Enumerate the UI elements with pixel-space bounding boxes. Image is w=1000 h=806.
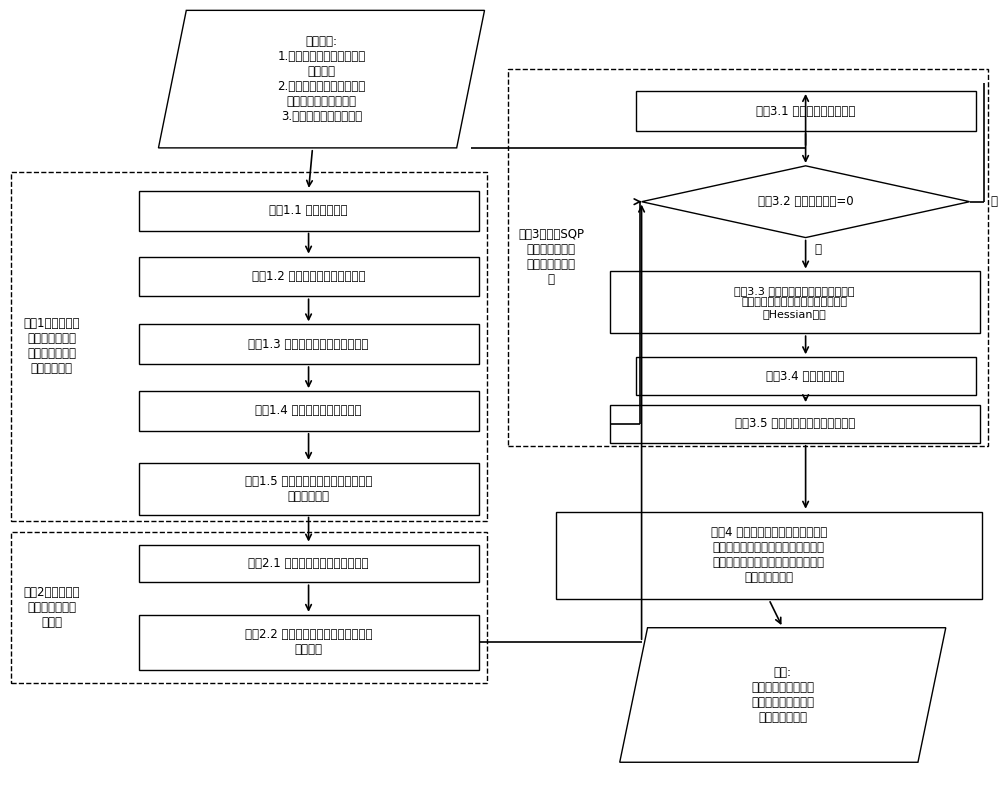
FancyBboxPatch shape xyxy=(139,615,479,670)
Polygon shape xyxy=(158,10,485,147)
Text: 步骤4 确定所有哑元位置，按照每个
网格内每种类型可填充区域的矩形面
积进行排序，依次进行填充，直到达
到规定的填充量: 步骤4 确定所有哑元位置，按照每个 网格内每种类型可填充区域的矩形面 积进行排序… xyxy=(711,526,827,584)
FancyBboxPatch shape xyxy=(508,69,988,446)
Text: 步骤3.3 计算目标函数以及在当前最优
解处求目标函数对各变量的梯度以及
其Hessian矩阵: 步骤3.3 计算目标函数以及在当前最优 解处求目标函数对各变量的梯度以及 其He… xyxy=(734,286,855,319)
FancyBboxPatch shape xyxy=(610,272,980,333)
Text: 步骤1.1 划分版图区域: 步骤1.1 划分版图区域 xyxy=(269,204,348,217)
Text: 步骤1.5 构建以综合目标为优化目标的
哑元填充问题: 步骤1.5 构建以综合目标为优化目标的 哑元填充问题 xyxy=(245,475,372,503)
Text: 步骤1：版图提取
并建立以综合目
标为优化目标的
哑元填充问题: 步骤1：版图提取 并建立以综合目 标为优化目标的 哑元填充问题 xyxy=(23,318,80,376)
Text: 输入参数:
1.待填充哑元的版图和均匀
网格边长
2.填充哑元的约束条件（哑
元宽度、面积、间距）
3.初始总填充量搜索步长: 输入参数: 1.待填充哑元的版图和均匀 网格边长 2.填充哑元的约束条件（哑 元… xyxy=(277,35,366,123)
FancyBboxPatch shape xyxy=(610,405,980,442)
Text: 步骤1.2 计算每个网格的初始密度: 步骤1.2 计算每个网格的初始密度 xyxy=(252,270,365,283)
FancyBboxPatch shape xyxy=(636,357,976,395)
Text: 步骤2.2 计算每个网格内各种类型的初
始填充量: 步骤2.2 计算每个网格内各种类型的初 始填充量 xyxy=(245,628,372,656)
FancyBboxPatch shape xyxy=(636,91,976,131)
FancyBboxPatch shape xyxy=(139,463,479,514)
FancyBboxPatch shape xyxy=(139,324,479,364)
Text: 步骤3.1 将约束并入优化目标: 步骤3.1 将约束并入优化目标 xyxy=(756,105,855,118)
Text: 步骤3.2 最优解处梯度=0: 步骤3.2 最优解处梯度=0 xyxy=(758,195,853,208)
Text: 步骤3：应用SQP
方法，进一步优
化哑元填充的结
果: 步骤3：应用SQP 方法，进一步优 化哑元填充的结 果 xyxy=(518,227,584,285)
FancyBboxPatch shape xyxy=(139,391,479,431)
Text: 输出:
哑元填充后的版图文
件，其中包含所有哑
元的大小及位置: 输出: 哑元填充后的版图文 件，其中包含所有哑 元的大小及位置 xyxy=(751,666,814,724)
FancyBboxPatch shape xyxy=(139,191,479,231)
Text: 否: 否 xyxy=(814,243,821,256)
Text: 步骤3.4 计算优化方向: 步骤3.4 计算优化方向 xyxy=(766,370,845,383)
Polygon shape xyxy=(642,166,970,238)
Text: 步骤3.5 选取优化步长并更新最优解: 步骤3.5 选取优化步长并更新最优解 xyxy=(735,418,855,430)
Text: 步骤1.3 计算每个网格的可填充区域: 步骤1.3 计算每个网格的可填充区域 xyxy=(248,338,369,351)
FancyBboxPatch shape xyxy=(11,172,487,521)
FancyBboxPatch shape xyxy=(139,256,479,297)
Text: 是: 是 xyxy=(991,195,998,208)
Polygon shape xyxy=(620,628,946,762)
FancyBboxPatch shape xyxy=(139,545,479,583)
Text: 步骤1.4 划分可填充区域的类型: 步骤1.4 划分可填充区域的类型 xyxy=(255,405,362,418)
FancyBboxPatch shape xyxy=(556,512,982,600)
FancyBboxPatch shape xyxy=(11,531,487,683)
Text: 步骤2：确定用于
序列二次规划的
初始点: 步骤2：确定用于 序列二次规划的 初始点 xyxy=(23,586,80,629)
Text: 步骤2.1 计算每个网格内初始填充量: 步骤2.1 计算每个网格内初始填充量 xyxy=(248,557,369,570)
